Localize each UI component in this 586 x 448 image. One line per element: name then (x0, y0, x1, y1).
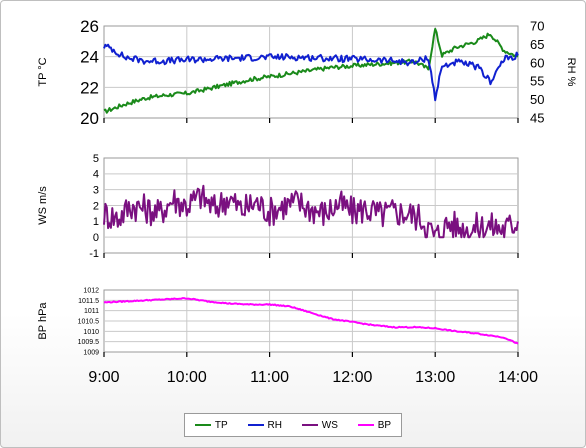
y2-tick-label: 65 (530, 37, 544, 52)
x-tick-label: 14:00 (498, 369, 538, 386)
y2-tick-label: 60 (530, 55, 544, 70)
y-tick-label: 20 (80, 109, 99, 128)
x-tick-label: 10:00 (167, 369, 207, 386)
legend-item-tp: TP (194, 419, 228, 431)
y-tick-label: 22 (80, 78, 99, 97)
y-tick-label: 4 (93, 169, 99, 181)
legend-item-ws: WS (301, 419, 338, 431)
y-tick-label: 1011.5 (78, 298, 99, 305)
series-line-tp (103, 27, 519, 114)
y-tick-label: 3 (93, 185, 99, 197)
x-tick-label: 13:00 (415, 369, 455, 386)
series-line-rh (103, 43, 519, 102)
legend: TP RH WS BP (184, 413, 402, 437)
y-tick-label: 5 (93, 153, 99, 165)
x-tick-label: 9:00 (88, 369, 119, 386)
y-tick-label: 24 (80, 48, 99, 67)
y2-tick-label: 70 (530, 19, 544, 34)
y-tick-label: 1009.5 (78, 339, 100, 346)
legend-label-ws: WS (321, 419, 338, 431)
x-tick-label: 12:00 (332, 369, 372, 386)
legend-label-tp: TP (214, 419, 228, 431)
legend-swatch-bp (357, 424, 374, 426)
y-tick-label: 0 (93, 232, 99, 244)
y-tick-label: 2 (93, 200, 99, 212)
legend-swatch-rh (247, 424, 264, 426)
y2-axis-label: RH % (565, 58, 577, 87)
y2-tick-label: 45 (530, 111, 544, 126)
legend-swatch-tp (194, 424, 211, 426)
plot-area-0 (103, 25, 519, 119)
y2-tick-label: 50 (530, 92, 544, 107)
y-tick-label: 1012 (83, 287, 99, 294)
legend-label-bp: BP (377, 419, 392, 431)
y-axis-label: TP °C (37, 57, 49, 86)
legend-item-bp: BP (357, 419, 392, 431)
y-tick-label: 1011 (84, 308, 99, 315)
legend-swatch-ws (301, 424, 318, 426)
series-line-bp (103, 297, 519, 345)
legend-label-rh: RH (267, 419, 282, 431)
y2-tick-label: 55 (530, 74, 544, 89)
y-tick-label: 26 (80, 17, 99, 36)
y-tick-label: 1 (93, 216, 99, 228)
y-axis-label: BP hPa (37, 302, 49, 340)
y-tick-label: 1009 (83, 349, 99, 356)
y-axis-label: WS m/s (37, 186, 49, 225)
y-tick-label: -1 (89, 248, 99, 260)
legend-item-rh: RH (247, 419, 282, 431)
y-tick-label: 1010 (83, 329, 99, 336)
x-tick-label: 11:00 (250, 369, 289, 386)
series-line-ws (103, 184, 519, 239)
y-tick-label: 1010.5 (78, 318, 100, 325)
